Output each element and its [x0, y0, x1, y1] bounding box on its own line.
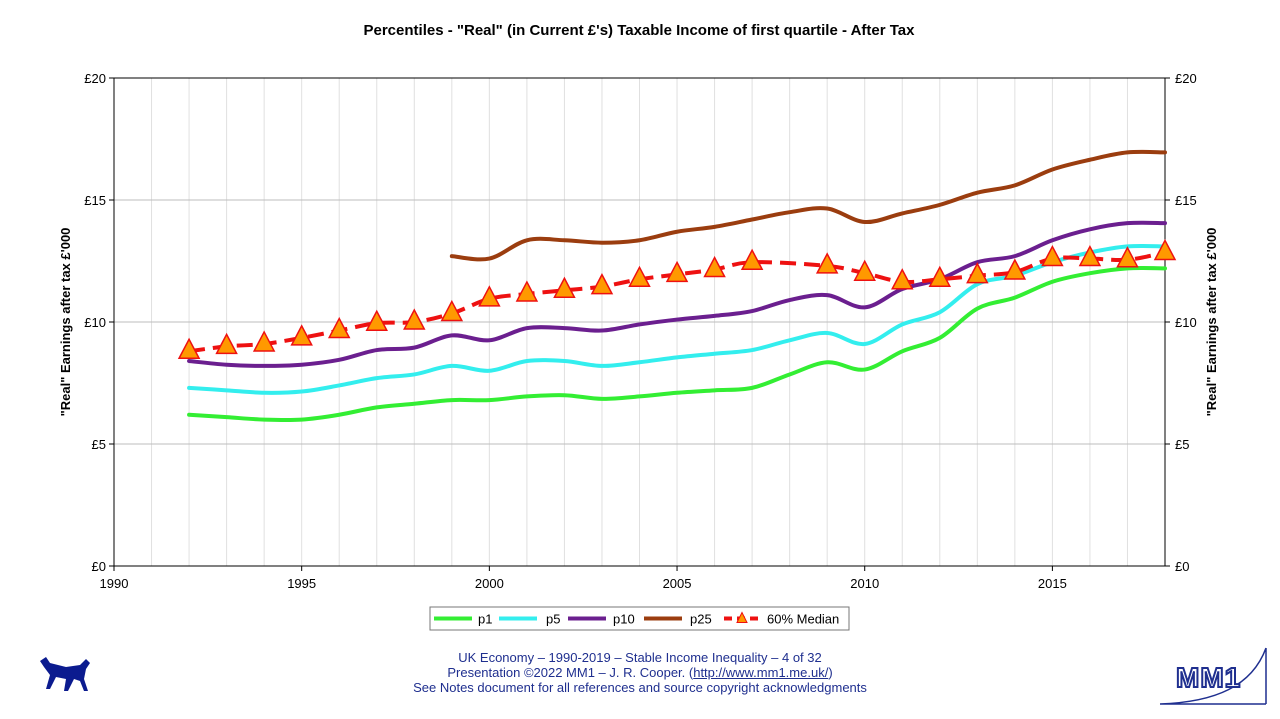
y-tick-label-right: £0 — [1175, 559, 1189, 574]
data-point-marker — [891, 268, 914, 290]
data-point-marker — [590, 273, 614, 295]
x-tick-label: 2015 — [1038, 576, 1067, 591]
data-point-marker — [215, 332, 238, 355]
data-point-marker — [628, 265, 651, 288]
footer-line-2-prefix: Presentation ©2022 MM1 – J. R. Cooper. ( — [447, 665, 694, 680]
series-line-p25 — [449, 149, 1167, 262]
series-p25 — [449, 149, 1167, 262]
y-tick-label-left: £0 — [92, 559, 106, 574]
data-point-marker — [403, 308, 426, 330]
y-tick-label-right: £5 — [1175, 437, 1189, 452]
x-tick-label: 1995 — [287, 576, 316, 591]
legend-box — [429, 606, 850, 631]
y-axis-label-left: "Real" Earnings after tax £'000 — [58, 228, 73, 417]
series-p10 — [187, 220, 1167, 368]
data-point-marker — [703, 255, 726, 278]
axis-ticks: 1990 1995 2000 2005 2010 2015 £0 £0 £5 £5 £10 £10 £1… — [84, 71, 1196, 591]
legend-item-p25: p25 — [644, 612, 712, 627]
mm1-logo: MM1 — [1156, 646, 1270, 708]
x-tick-label: 2005 — [663, 576, 692, 591]
data-point-marker — [1003, 258, 1027, 280]
y-tick-label-right: £20 — [1175, 71, 1197, 86]
data-point-marker — [177, 337, 201, 360]
legend-label: p1 — [478, 612, 492, 627]
series — [177, 149, 1177, 423]
data-point-marker — [966, 262, 989, 284]
series-60-median — [177, 238, 1177, 360]
data-point-marker — [252, 330, 276, 352]
data-point-marker — [740, 248, 764, 270]
gridlines — [114, 78, 1165, 566]
legend-item-p5: p5 — [499, 612, 560, 627]
series-p1 — [187, 265, 1167, 423]
data-point-marker — [440, 299, 464, 322]
footer-line-2: Presentation ©2022 MM1 – J. R. Cooper. (… — [340, 665, 940, 680]
data-point-marker — [553, 276, 576, 299]
x-tick-label: 1990 — [100, 576, 129, 591]
x-tick-label: 2010 — [850, 576, 879, 591]
data-point-marker — [1078, 244, 1102, 267]
data-point-marker — [665, 260, 689, 283]
legend-label: p5 — [546, 612, 560, 627]
y-tick-label-left: £20 — [84, 71, 106, 86]
data-point-marker — [1041, 244, 1064, 267]
data-point-marker — [327, 316, 351, 339]
y-axis-label-right: "Real" Earnings after tax £'000 — [1204, 228, 1219, 417]
data-point-marker — [290, 324, 313, 346]
data-point-marker — [853, 259, 876, 281]
data-point-marker — [515, 280, 539, 302]
series-line-p5 — [187, 243, 1167, 395]
footer-line-1: UK Economy – 1990-2019 – Stable Income I… — [458, 650, 822, 665]
footer: UK Economy – 1990-2019 – Stable Income I… — [340, 650, 940, 695]
legend-item-p10: p10 — [568, 612, 635, 627]
y-tick-label-left: £10 — [84, 315, 106, 330]
x-tick-label: 2000 — [475, 576, 504, 591]
data-point-marker — [815, 252, 839, 274]
series-p5 — [187, 243, 1167, 395]
y-tick-label-left: £5 — [92, 437, 106, 452]
legend-label: 60% Median — [767, 612, 839, 627]
legend-item-p1: p1 — [434, 612, 492, 627]
series-line-p10 — [187, 220, 1167, 368]
mm1-logo-text: MM1 — [1175, 661, 1242, 694]
mm1-logo-graphic — [1159, 647, 1267, 705]
legend-label: p10 — [613, 612, 635, 627]
data-point-marker — [478, 285, 501, 307]
y-tick-label-left: £15 — [84, 193, 106, 208]
data-point-marker — [365, 309, 388, 331]
legend: p1 p5 p10 p25 60% Median — [429, 606, 850, 631]
series-line-p1 — [187, 265, 1167, 423]
y-tick-label-right: £10 — [1175, 315, 1197, 330]
data-point-marker — [928, 265, 952, 288]
chart-title: Percentiles - "Real" (in Current £'s) Ta… — [364, 22, 916, 39]
dog-logo-icon — [40, 657, 90, 691]
legend-label: p25 — [690, 612, 712, 627]
data-point-marker — [1116, 246, 1139, 268]
y-tick-label-right: £15 — [1175, 193, 1197, 208]
footer-line-2-suffix: ) — [828, 665, 833, 680]
legend-marker — [736, 611, 748, 623]
data-point-marker — [1153, 238, 1177, 261]
footer-line-3: See Notes document for all references an… — [413, 680, 867, 695]
website-link[interactable]: http://www.mm1.me.uk/ — [693, 665, 829, 680]
legend-item-60-median: 60% Median — [724, 611, 839, 627]
